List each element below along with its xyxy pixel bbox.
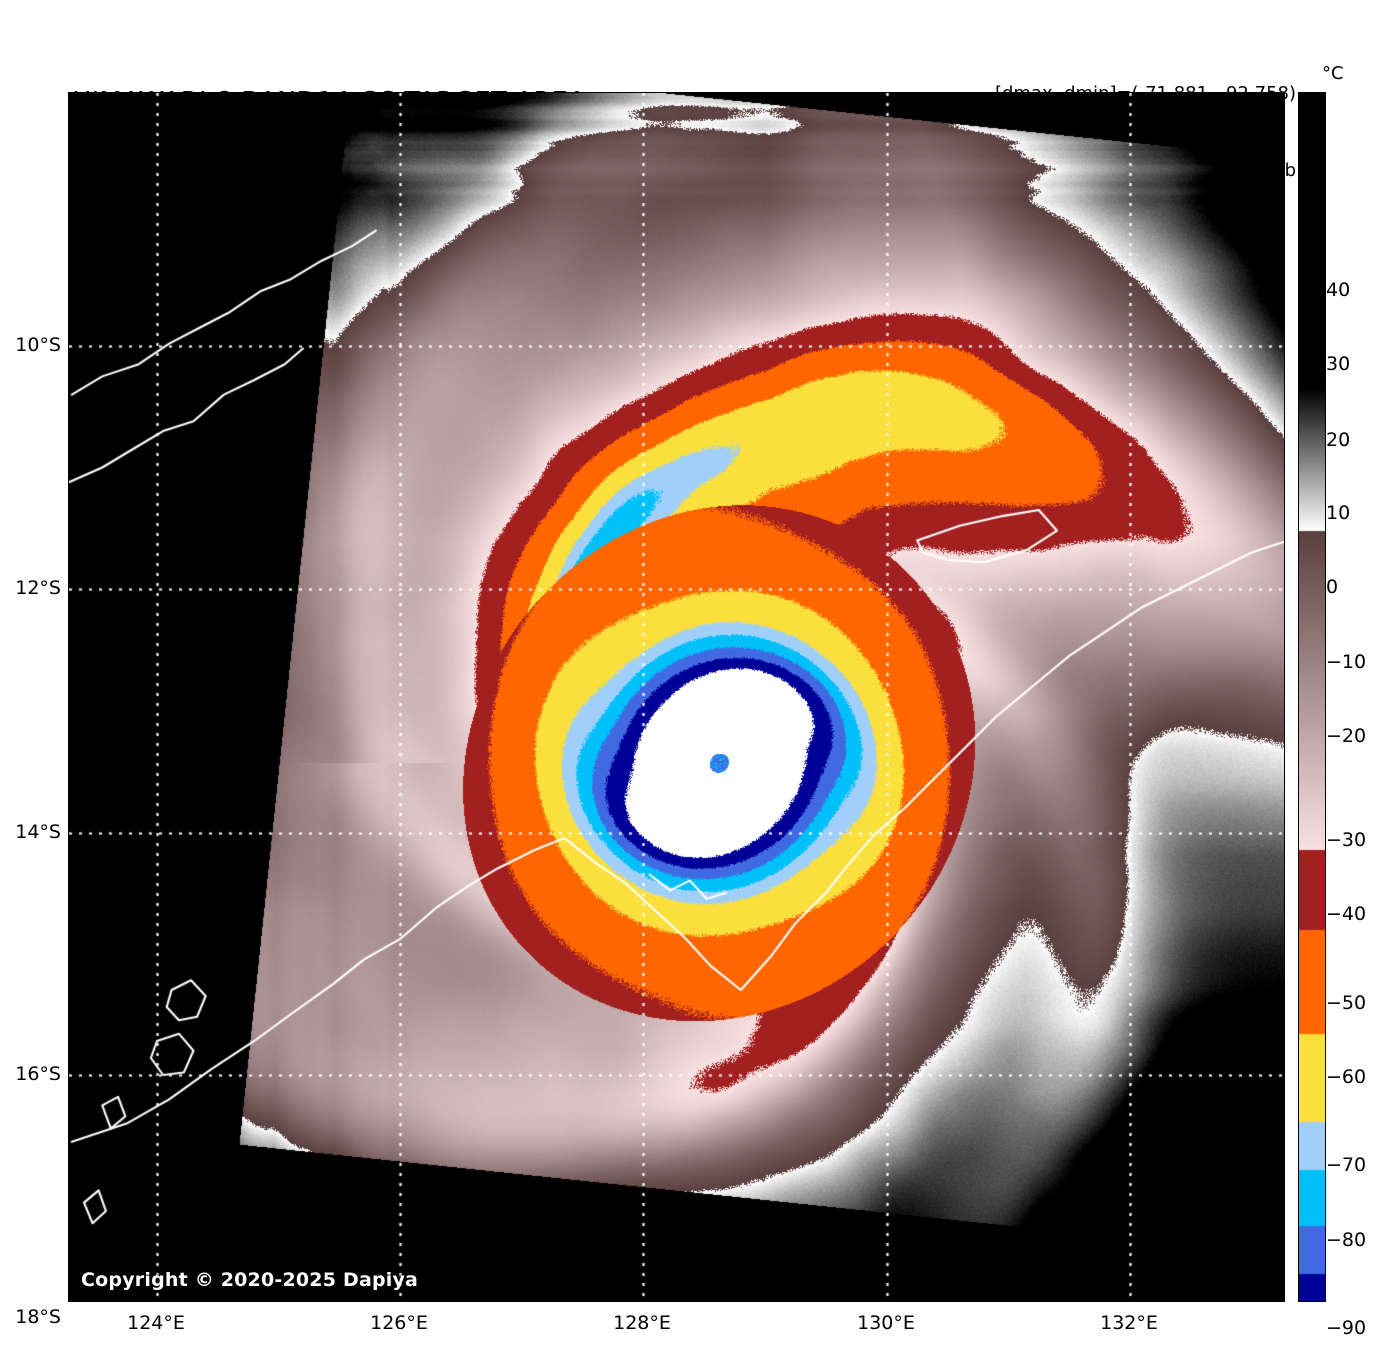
colorbar-tick-3: 10 <box>1326 502 1351 524</box>
lon-tick-label-0: 124°E <box>127 1312 185 1334</box>
colorbar-tick-labels: 40 30 20 10 0 −10 −20 −30 −40 −50 −60 −70 −80 −90 <box>1326 92 1386 1339</box>
colorbar-tick-9: −50 <box>1326 992 1367 1014</box>
colorbar-tick-7: −30 <box>1326 829 1367 851</box>
colorbar-tick-5: −10 <box>1326 651 1367 673</box>
lat-tick-label-0: 10°S <box>15 334 61 356</box>
colorbar-tick-12: −80 <box>1326 1229 1367 1251</box>
satellite-image-panel[interactable]: Copyright © 2020-2025 Dapiya <box>68 92 1285 1302</box>
colorbar-tick-11: −70 <box>1326 1154 1367 1176</box>
lat-tick-label-4: 18°S <box>15 1306 61 1328</box>
colorbar-unit-label: °C <box>1322 63 1344 84</box>
lat-tick-label-2: 14°S <box>15 821 61 843</box>
lon-tick-label-4: 132°E <box>1100 1312 1158 1334</box>
latitude-axis: 10°S 12°S 14°S 16°S 18°S <box>0 92 62 1328</box>
lat-tick-label-1: 12°S <box>15 577 61 599</box>
colorbar-tick-8: −40 <box>1326 903 1367 925</box>
colorbar-gradient-canvas <box>1299 93 1325 1301</box>
longitude-axis: 124°E 126°E 128°E 130°E 132°E <box>68 1312 1285 1342</box>
colorbar-tick-13: −90 <box>1326 1317 1367 1339</box>
colorbar-tick-2: 20 <box>1326 429 1351 451</box>
colorbar-tick-10: −60 <box>1326 1066 1367 1088</box>
colorbar-tick-0: 40 <box>1326 279 1351 301</box>
lon-tick-label-3: 130°E <box>857 1312 915 1334</box>
satellite-imagery-canvas <box>69 93 1284 1301</box>
lon-tick-label-1: 126°E <box>370 1312 428 1334</box>
lat-tick-label-3: 16°S <box>15 1063 61 1085</box>
colorbar-tick-1: 30 <box>1326 353 1351 375</box>
copyright-label: Copyright © 2020-2025 Dapiya <box>81 1269 419 1291</box>
colorbar-tick-4: 0 <box>1326 576 1339 598</box>
colorbar-tick-6: −20 <box>1326 725 1367 747</box>
colorbar[interactable] <box>1298 92 1326 1302</box>
lon-tick-label-2: 128°E <box>613 1312 671 1334</box>
